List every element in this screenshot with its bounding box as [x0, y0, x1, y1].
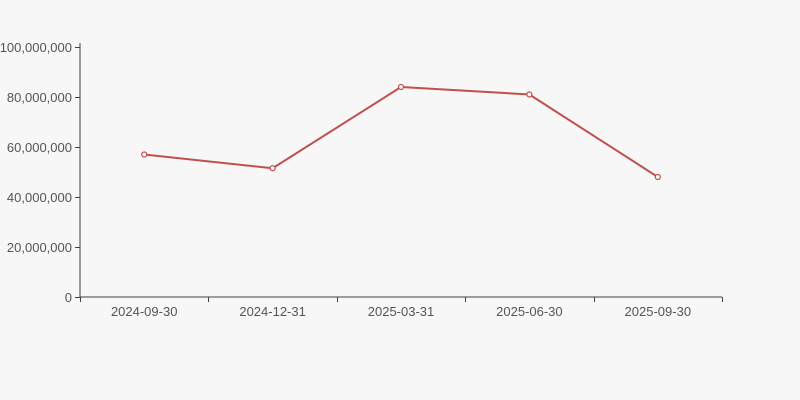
data-point-2025-06-30[interactable]	[526, 91, 533, 98]
x-axis-tick-label: 2025-06-30	[496, 304, 563, 319]
data-point-2024-09-30[interactable]	[141, 151, 148, 158]
series-line	[143, 86, 659, 178]
x-axis-tick-label: 2025-03-31	[368, 304, 435, 319]
x-axis-tick-label: 2025-09-30	[625, 304, 692, 319]
y-axis-tick-label: 80,000,000	[7, 90, 72, 105]
data-point-2024-12-31[interactable]	[269, 165, 276, 172]
y-axis-tick-label: 40,000,000	[7, 190, 72, 205]
y-axis-tick-label: 60,000,000	[7, 140, 72, 155]
data-point-2025-09-30[interactable]	[654, 173, 661, 181]
y-axis-tick-label: 0	[65, 290, 72, 305]
data-point-2025-03-31[interactable]	[397, 83, 405, 91]
x-axis-tick-label: 2024-12-31	[239, 304, 306, 319]
x-axis-tick-label: 2024-09-30	[111, 304, 178, 319]
y-axis-tick-label: 100,000,000	[0, 40, 72, 55]
y-axis-tick-label: 20,000,000	[7, 240, 72, 255]
